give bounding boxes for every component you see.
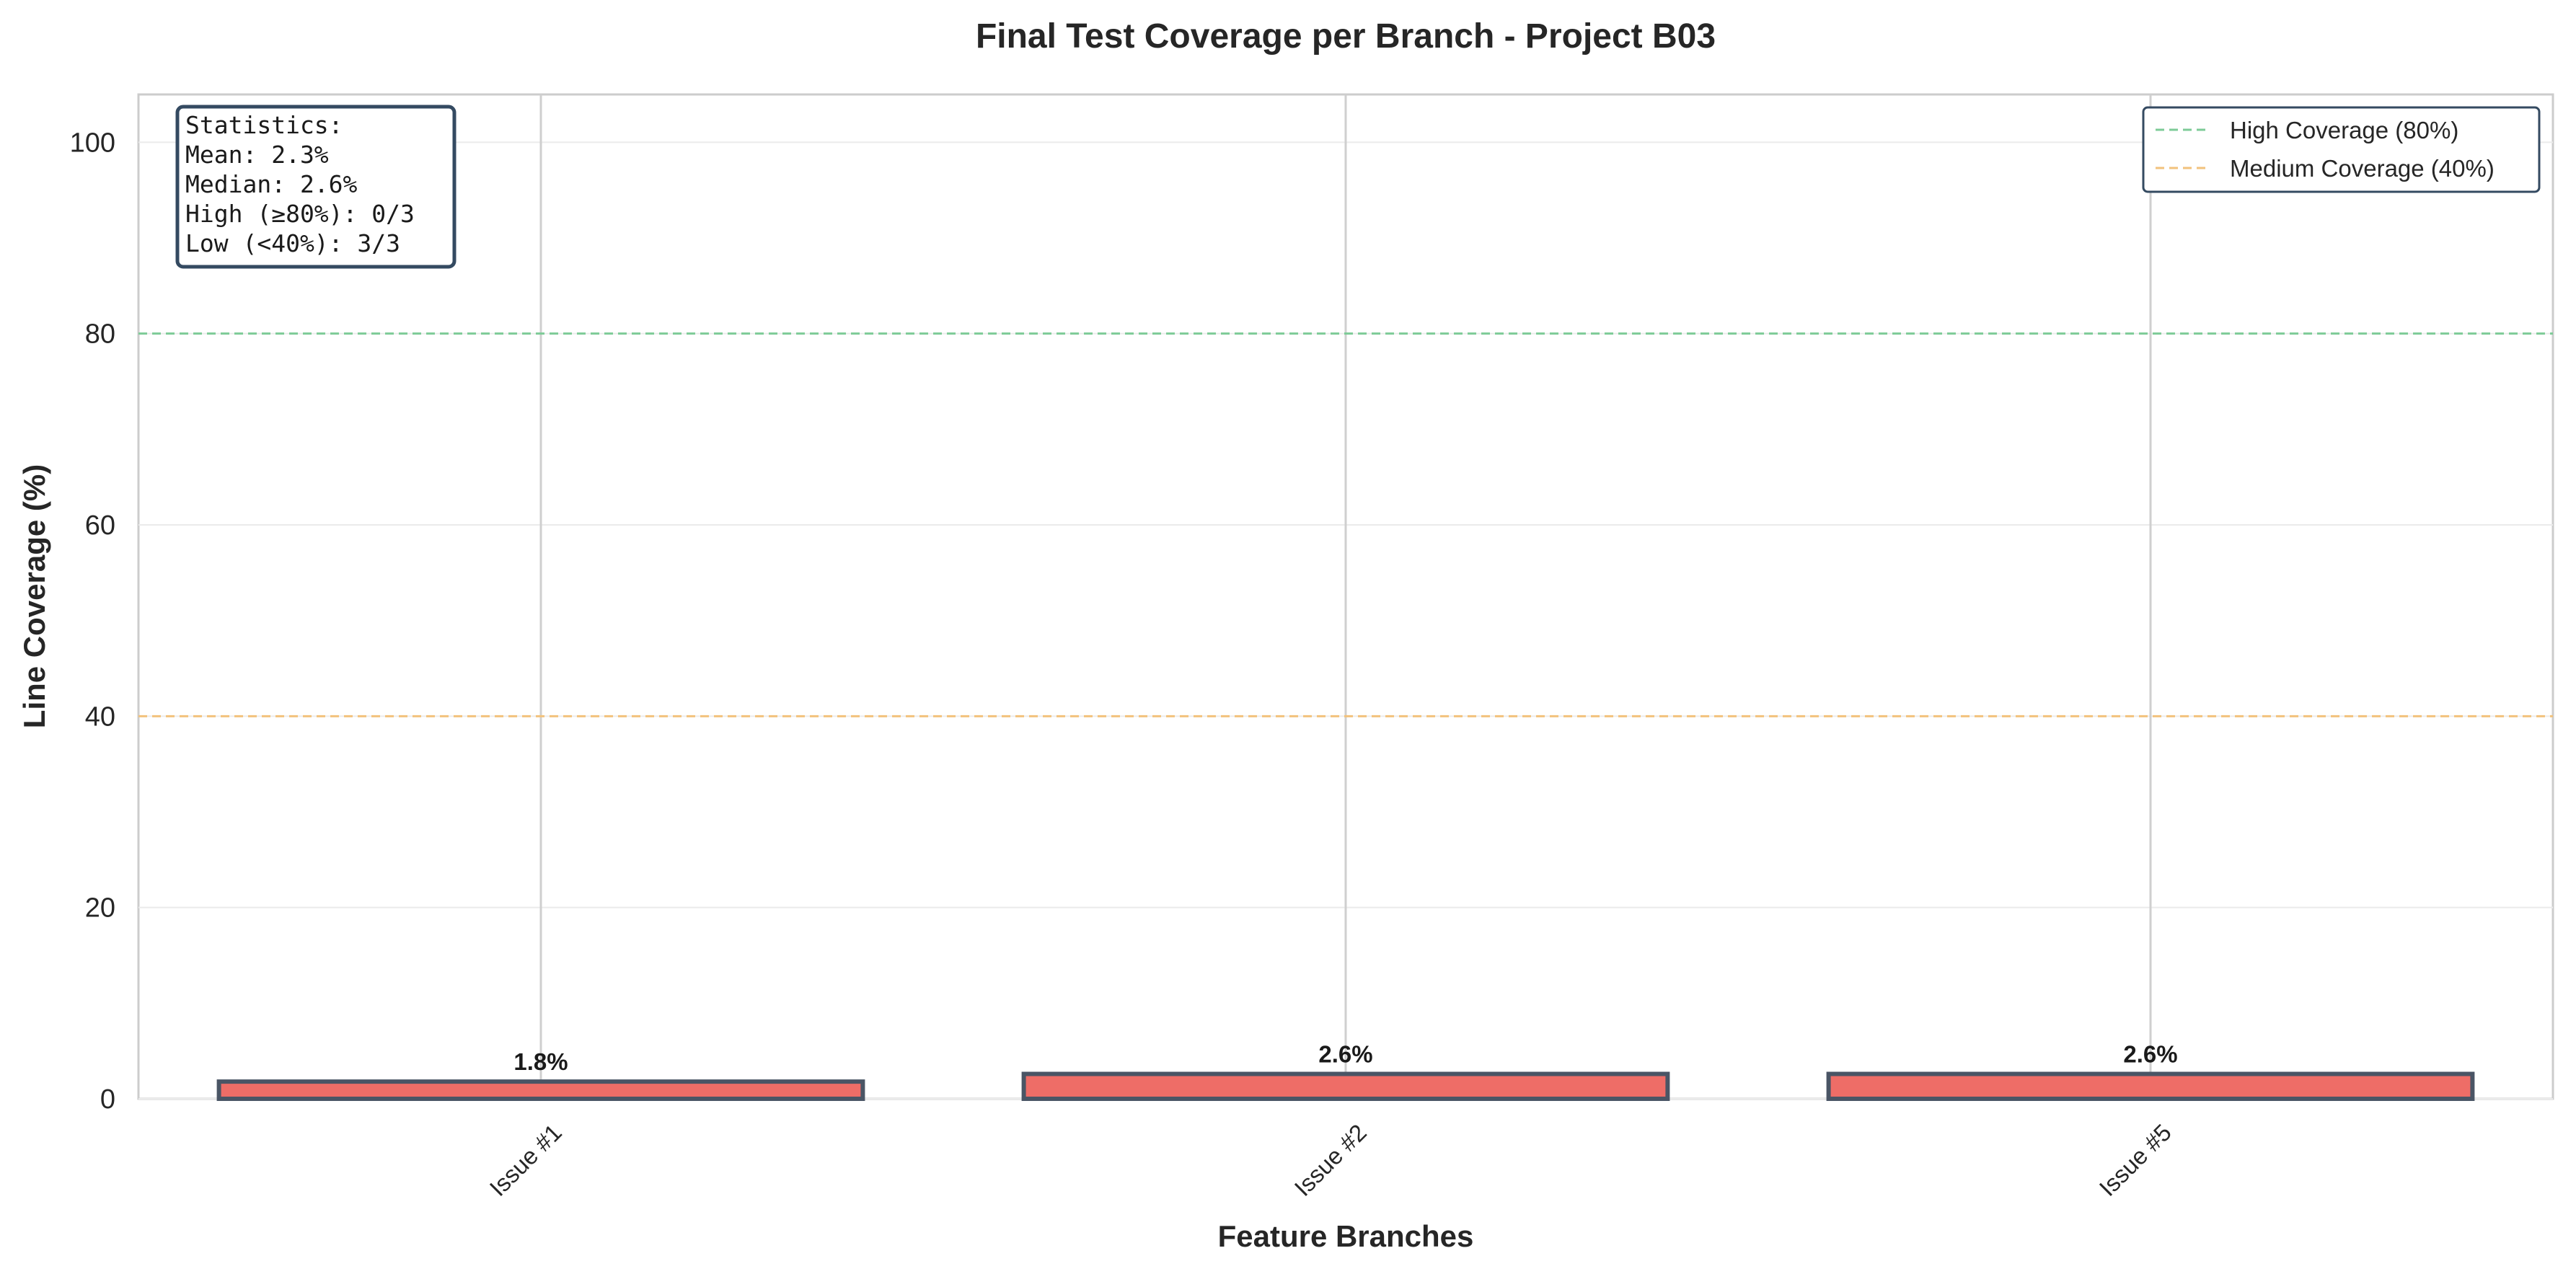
y-tick-label: 100 (70, 128, 115, 158)
y-tick-label: 60 (85, 510, 115, 541)
y-axis-label: Line Coverage (%) (17, 464, 51, 728)
statistics-line-mean: Mean: 2.3% (185, 141, 329, 169)
legend-label-high: High Coverage (80%) (2230, 117, 2458, 143)
statistics-box: Statistics: Mean: 2.3% Median: 2.6% High… (175, 105, 456, 269)
legend-frame (2142, 106, 2541, 193)
legend-label-medium: Medium Coverage (40%) (2230, 155, 2495, 182)
bars (216, 1071, 2475, 1102)
bar-value-label: 2.6% (1318, 1041, 1372, 1068)
reference-lines (138, 332, 2553, 717)
legend: High Coverage (80%) Medium Coverage (40%… (2142, 106, 2541, 193)
statistics-box-frame (175, 105, 456, 269)
plot-area: 1.8% 2.6% 2.6% (137, 93, 2554, 1102)
statistics-line-high: High (≥80%): 0/3 (185, 200, 415, 228)
y-tick-label: 0 (100, 1084, 115, 1115)
y-tick-label: 20 (85, 893, 115, 924)
statistics-line-median: Median: 2.6% (185, 170, 358, 198)
bar-value-label: 1.8% (513, 1048, 568, 1075)
y-tick-label: 80 (85, 319, 115, 350)
bar (216, 1079, 865, 1101)
bar-value-label: 2.6% (2123, 1041, 2177, 1068)
statistics-line-title: Statistics: (185, 111, 343, 139)
bar-value-labels: 1.8% 2.6% 2.6% (513, 1041, 2177, 1076)
bar (1826, 1071, 2475, 1102)
statistics-line-low: Low (<40%): 3/3 (185, 229, 400, 257)
y-tick-label: 40 (85, 702, 115, 732)
x-axis-label: Feature Branches (1218, 1219, 1474, 1253)
chart-title: Final Test Coverage per Branch - Project… (976, 17, 1716, 56)
y-axis-ticks: 0 20 40 60 80 100 (70, 128, 115, 1115)
bar (1021, 1071, 1670, 1102)
